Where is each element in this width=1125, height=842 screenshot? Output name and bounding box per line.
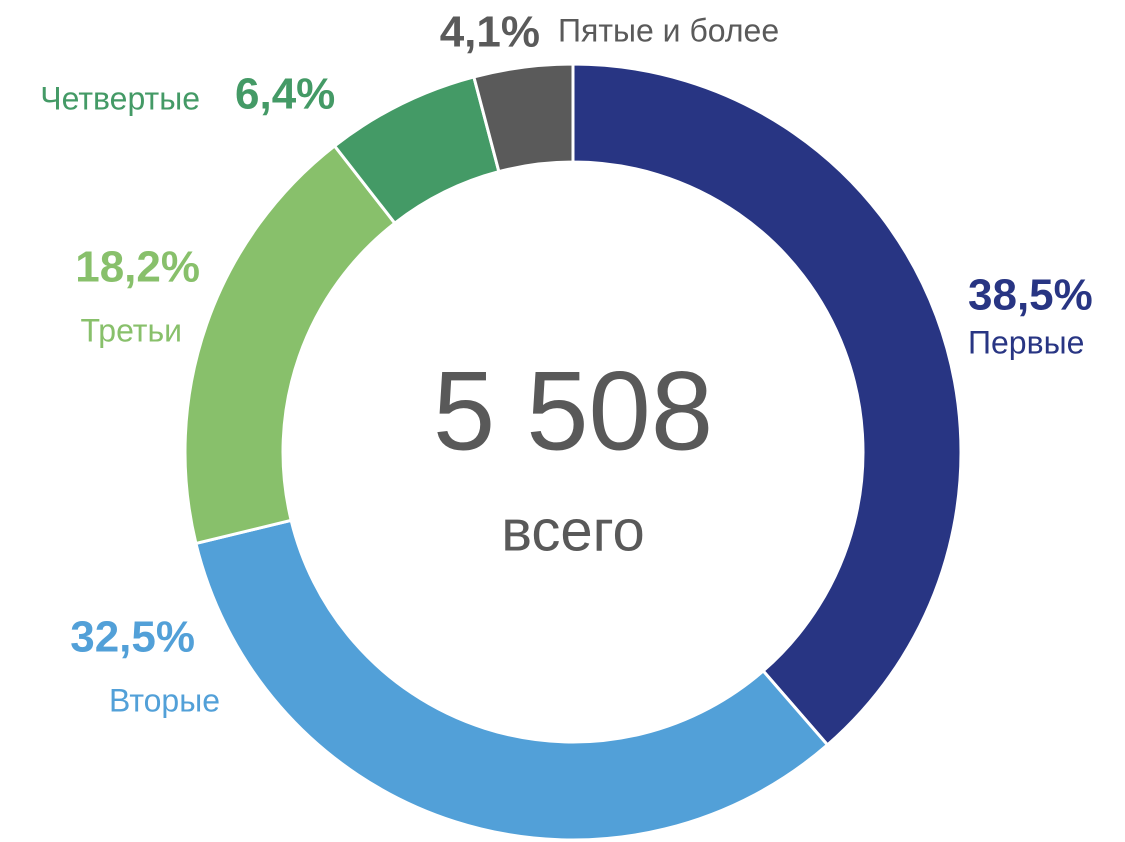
- value-label: 4,1%: [440, 8, 540, 57]
- donut-segment: [472, 62, 575, 174]
- category-label: Первые: [968, 324, 1084, 360]
- value-label: 18,2%: [75, 243, 200, 292]
- donut-segment: [194, 518, 830, 842]
- center-subtext: всего: [501, 498, 645, 563]
- donut-segment: [183, 143, 397, 546]
- value-label: 6,4%: [235, 70, 335, 119]
- category-label: Четвертые: [40, 80, 200, 116]
- category-label: Пятые и более: [558, 12, 779, 48]
- center-total: 5 508: [433, 349, 713, 474]
- value-label: 38,5%: [968, 271, 1093, 320]
- category-label: Вторые: [109, 682, 220, 718]
- donut-segment: [571, 62, 963, 748]
- category-label: Третьи: [81, 312, 182, 348]
- value-label: 32,5%: [70, 613, 195, 662]
